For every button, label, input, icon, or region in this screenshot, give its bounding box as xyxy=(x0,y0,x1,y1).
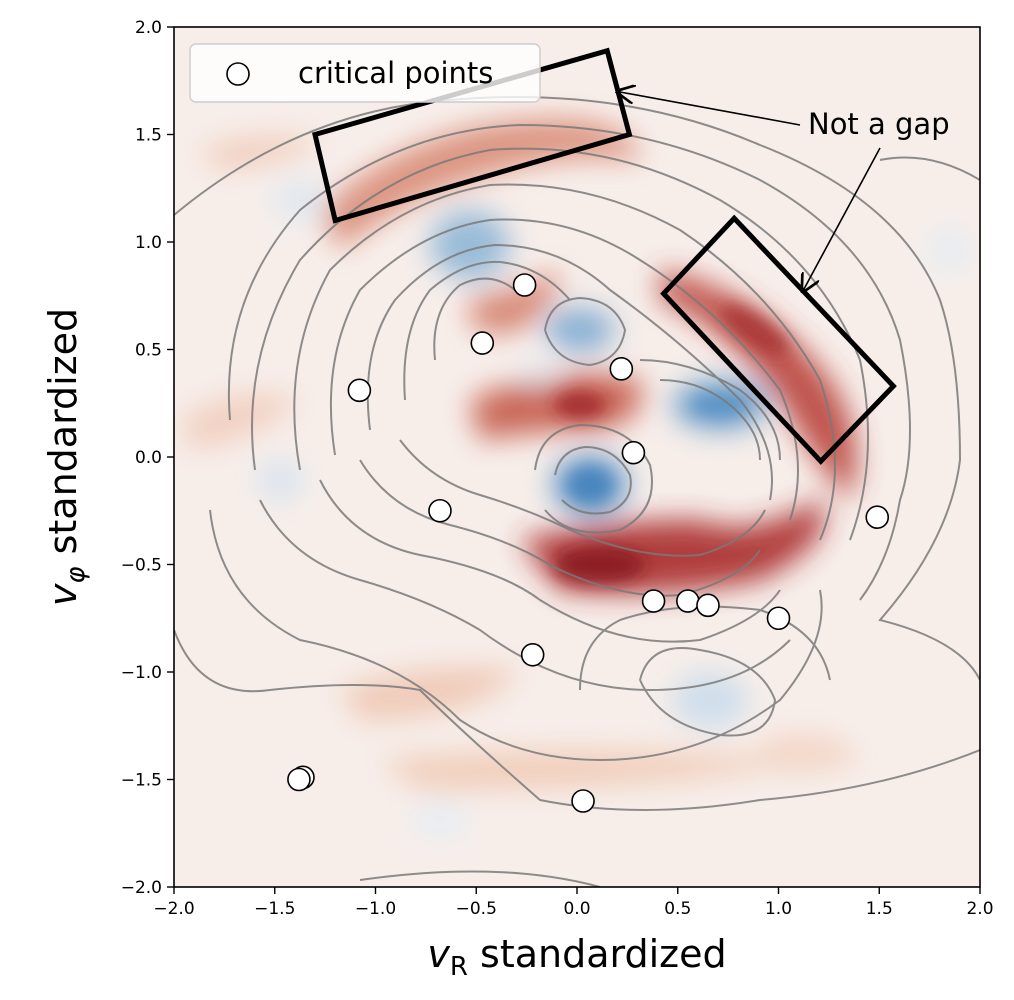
critical-point xyxy=(428,498,452,523)
legend: critical points xyxy=(189,43,541,103)
critical-point xyxy=(621,440,646,465)
critical-point xyxy=(287,767,311,792)
legend-label: critical points xyxy=(298,56,493,90)
critical-point xyxy=(571,789,595,813)
critical-point xyxy=(512,273,537,297)
critical-point xyxy=(865,505,890,530)
x-tick-label: 1.5 xyxy=(866,899,893,919)
annotation: Not a gap xyxy=(617,92,950,292)
annotation-arrow-2 xyxy=(803,147,881,291)
y-tick-label: −0.5 xyxy=(121,556,162,576)
x-axis: −2.0 −1.5 −1.0 −0.5 0.0 0.5 1.0 1.5 2.0 xyxy=(153,887,994,919)
legend-marker xyxy=(226,62,250,86)
y-axis: −2.0 −1.5 −1.0 −0.5 0.0 0.5 1.0 1.5 2.0 xyxy=(121,18,174,898)
critical-point xyxy=(676,589,700,613)
heatmap-background xyxy=(174,27,980,887)
x-tick-label: 2.0 xyxy=(966,899,993,919)
y-tick-label: 1.0 xyxy=(135,233,162,253)
x-axis-title-main: v xyxy=(427,932,450,976)
legend-frame xyxy=(189,43,541,103)
annotation-arrow-1 xyxy=(617,92,801,126)
annotation-text: Not a gap xyxy=(808,107,950,141)
y-tick-label: 0.5 xyxy=(135,341,162,361)
critical-point xyxy=(766,606,791,631)
x-axis-title: vR standardized xyxy=(427,932,726,982)
critical-point xyxy=(347,378,372,403)
critical-point xyxy=(470,331,495,355)
x-axis-title-sub: R xyxy=(450,952,468,982)
critical-points-series xyxy=(287,273,890,813)
critical-point xyxy=(520,642,545,667)
x-tick-label: 0.0 xyxy=(563,899,590,919)
y-axis-title-rest: standardized xyxy=(41,308,85,567)
y-tick-label: 1.5 xyxy=(135,126,162,146)
y-tick-label: −1.0 xyxy=(121,663,162,683)
annotation-box-2 xyxy=(660,214,897,465)
y-tick-label: 0.0 xyxy=(135,448,162,468)
y-tick-label: −2.0 xyxy=(121,878,162,898)
x-tick-label: 1.0 xyxy=(765,899,792,919)
y-axis-title: vφ standardized xyxy=(41,308,91,606)
critical-point xyxy=(609,357,634,381)
x-tick-label: −1.5 xyxy=(254,899,295,919)
y-axis-title-sub: φ xyxy=(61,566,91,583)
y-tick-label: −1.5 xyxy=(121,771,162,791)
x-tick-label: −2.0 xyxy=(153,899,194,919)
x-tick-label: 0.5 xyxy=(664,899,691,919)
x-tick-label: −1.0 xyxy=(355,899,396,919)
x-axis-title-rest: standardized xyxy=(468,932,727,976)
x-tick-label: −0.5 xyxy=(456,899,497,919)
contour-lines xyxy=(174,96,980,887)
critical-point xyxy=(696,593,720,618)
y-axis-title-main: v xyxy=(41,583,85,606)
y-tick-label: 2.0 xyxy=(135,18,162,38)
critical-point xyxy=(641,589,666,613)
